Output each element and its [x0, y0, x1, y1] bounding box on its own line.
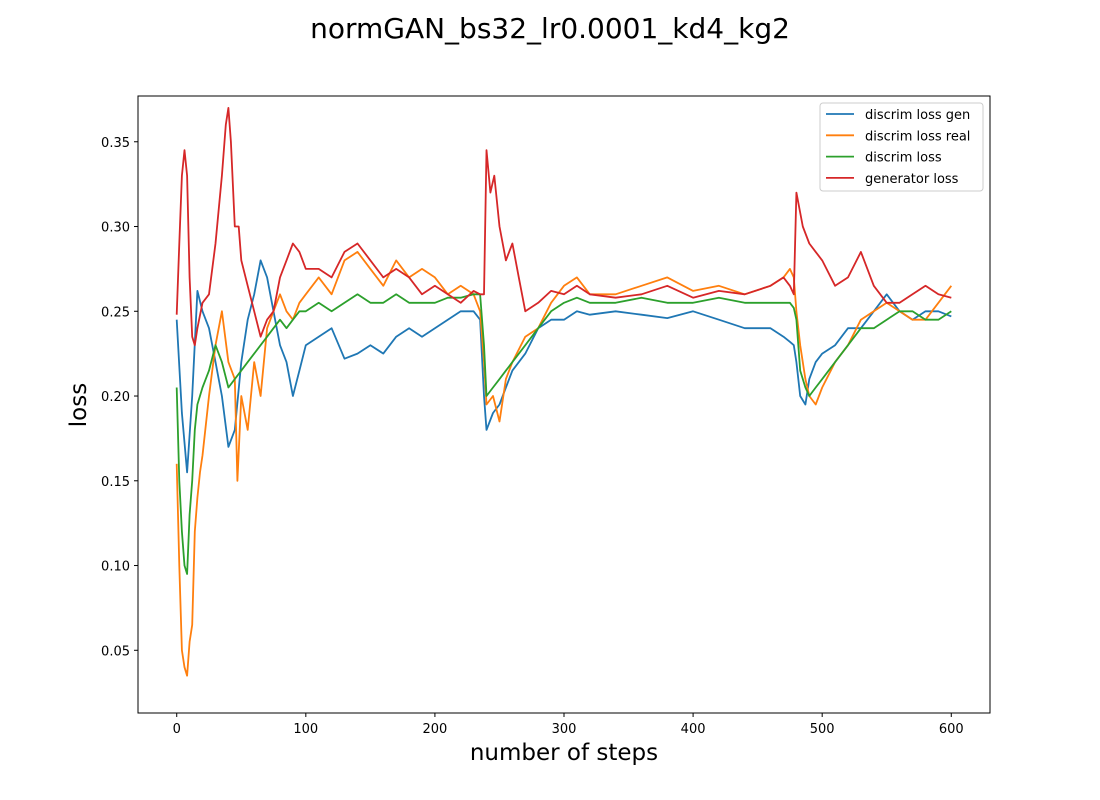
legend-label-0: discrim loss gen — [865, 108, 970, 123]
chart-title: normGAN_bs32_lr0.0001_kd4_kg2 — [310, 12, 790, 45]
x-axis: 0 100 200 300 400 500 600 — [173, 713, 964, 737]
y-tick-label: 0.35 — [101, 136, 130, 151]
x-tick-label: 200 — [422, 722, 447, 737]
legend-label-2: discrim loss — [865, 151, 942, 166]
plot-lines — [175, 107, 953, 677]
legend: discrim loss gen discrim loss real discrim… — [819, 102, 984, 192]
legend-label-1: discrim loss real — [865, 129, 970, 144]
series-line-1 — [175, 250, 953, 677]
y-axis-title: loss — [66, 383, 92, 427]
x-tick-label: 500 — [810, 722, 835, 737]
y-tick-label: 0.25 — [101, 305, 130, 320]
legend-label-3: generator loss — [865, 172, 959, 187]
series-line-0 — [175, 259, 952, 474]
y-axis: 0.05 0.10 0.15 0.20 0.25 0.30 0.35 — [101, 136, 138, 659]
x-tick-label: 300 — [552, 722, 577, 737]
x-tick-label: 0 — [173, 722, 181, 737]
y-tick-label: 0.30 — [101, 221, 130, 236]
series-line-2 — [175, 293, 952, 575]
x-tick-label: 600 — [939, 722, 964, 737]
x-axis-title: number of steps — [470, 740, 658, 766]
series-line-3 — [175, 107, 952, 347]
x-tick-label: 400 — [681, 722, 706, 737]
x-tick-label: 100 — [293, 722, 318, 737]
y-tick-label: 0.10 — [101, 560, 130, 575]
legend-box — [819, 102, 984, 192]
y-tick-label: 0.15 — [101, 475, 130, 490]
y-tick-label: 0.05 — [101, 644, 130, 659]
y-tick-label: 0.20 — [101, 390, 130, 405]
